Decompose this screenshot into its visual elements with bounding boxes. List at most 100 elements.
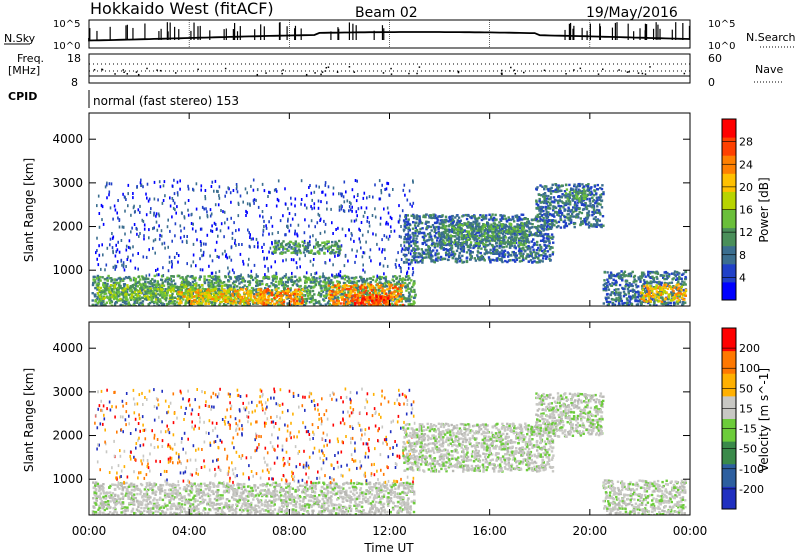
heatmap-cell <box>311 207 313 211</box>
heatmap-cell <box>205 278 209 282</box>
heatmap-cell <box>211 275 215 278</box>
heatmap-cell <box>441 258 444 261</box>
heatmap-cell <box>411 285 414 289</box>
heatmap-cell <box>401 294 405 297</box>
heatmap-cell <box>353 277 356 280</box>
heatmap-cell <box>459 230 462 233</box>
heatmap-cell <box>309 280 313 284</box>
heatmap-cell <box>552 241 555 244</box>
heatmap-cell <box>289 287 292 290</box>
heatmap-cell <box>155 269 157 272</box>
heatmap-cell <box>187 199 190 202</box>
heatmap-cell <box>143 297 147 301</box>
heatmap-cell <box>417 222 421 225</box>
heatmap-cell <box>323 241 326 244</box>
heatmap-cell <box>470 229 473 232</box>
heatmap-cell <box>311 294 314 298</box>
heatmap-cell <box>513 253 516 256</box>
heatmap-cell <box>490 252 493 255</box>
heatmap-cell <box>350 276 353 280</box>
heatmap-cell <box>170 294 174 297</box>
heatmap-cell <box>360 206 363 210</box>
heatmap-cell <box>167 277 170 281</box>
freq-point <box>324 70 327 72</box>
heatmap-cell <box>378 285 382 288</box>
heatmap-cell <box>405 275 408 278</box>
heatmap-cell <box>135 289 138 292</box>
heatmap-cell <box>525 222 528 225</box>
heatmap-cell <box>303 294 307 297</box>
heatmap-cell <box>152 239 155 243</box>
heatmap-cell <box>500 252 503 255</box>
heatmap-cell <box>436 259 439 262</box>
heatmap-cell <box>513 228 517 231</box>
heatmap-cell <box>148 236 150 240</box>
heatmap-cell <box>339 270 342 274</box>
heatmap-cell <box>177 294 180 298</box>
heatmap-cell <box>338 286 341 290</box>
heatmap-cell <box>495 252 499 255</box>
heatmap-cell <box>157 212 160 216</box>
heatmap-cell <box>195 264 197 268</box>
heatmap-cell <box>248 231 250 235</box>
heatmap-cell <box>207 288 210 291</box>
heatmap-cell <box>192 288 195 291</box>
heatmap-cell <box>343 299 346 302</box>
heatmap-cell <box>242 262 245 266</box>
heatmap-cell <box>491 245 495 248</box>
heatmap-cell <box>289 300 293 303</box>
heatmap-cell <box>519 242 523 245</box>
heatmap-cell <box>178 302 181 305</box>
heatmap-cell <box>347 291 350 294</box>
heatmap-cell <box>548 227 551 230</box>
heatmap-cell <box>372 289 375 292</box>
heatmap-cell <box>363 291 366 294</box>
heatmap-cell <box>251 299 255 303</box>
heatmap-cell <box>498 254 501 258</box>
heatmap-cell <box>334 290 337 293</box>
heatmap-cell <box>195 291 199 295</box>
heatmap-cell <box>318 283 321 287</box>
heatmap-cell <box>347 259 349 263</box>
heatmap-cell <box>412 180 414 184</box>
heatmap-cell <box>170 285 173 288</box>
noise-left-tick-bottom: 10^0 <box>53 41 80 52</box>
heatmap-cell <box>412 247 415 250</box>
heatmap-cell <box>207 302 210 305</box>
heatmap-cell <box>287 295 290 298</box>
heatmap-cell <box>298 301 302 304</box>
heatmap-cell <box>263 225 265 228</box>
heatmap-cell <box>470 216 473 220</box>
heatmap-cell <box>451 214 454 218</box>
heatmap-cell <box>377 288 380 292</box>
heatmap-cell <box>284 280 288 284</box>
heatmap-cell <box>105 284 108 287</box>
heatmap-cell <box>514 252 517 255</box>
heatmap-cell <box>401 247 404 251</box>
heatmap-cell <box>153 211 155 215</box>
heatmap-cell <box>359 240 361 244</box>
heatmap-cell <box>141 292 144 295</box>
heatmap-cell <box>135 298 138 301</box>
heatmap-cell <box>109 206 112 210</box>
heatmap-cell <box>170 288 174 292</box>
heatmap-cell <box>169 302 173 305</box>
heatmap-cell <box>376 274 379 278</box>
heatmap-cell <box>501 253 505 256</box>
heatmap-cell <box>310 205 312 209</box>
heatmap-cell <box>116 281 119 285</box>
heatmap-cell <box>428 235 431 239</box>
heatmap-cell <box>538 244 542 247</box>
heatmap-cell <box>214 301 217 304</box>
heatmap-cell <box>392 275 395 278</box>
heatmap-cell <box>514 214 517 218</box>
heatmap-cell <box>512 217 515 220</box>
heatmap-cell <box>356 179 358 183</box>
heatmap-cell <box>348 209 350 213</box>
heatmap-cell <box>297 223 300 227</box>
heatmap-cell <box>164 278 168 281</box>
heatmap-cell <box>161 275 164 278</box>
heatmap-cell <box>297 248 301 251</box>
heatmap-cell <box>544 240 547 243</box>
heatmap-cell <box>414 240 417 243</box>
